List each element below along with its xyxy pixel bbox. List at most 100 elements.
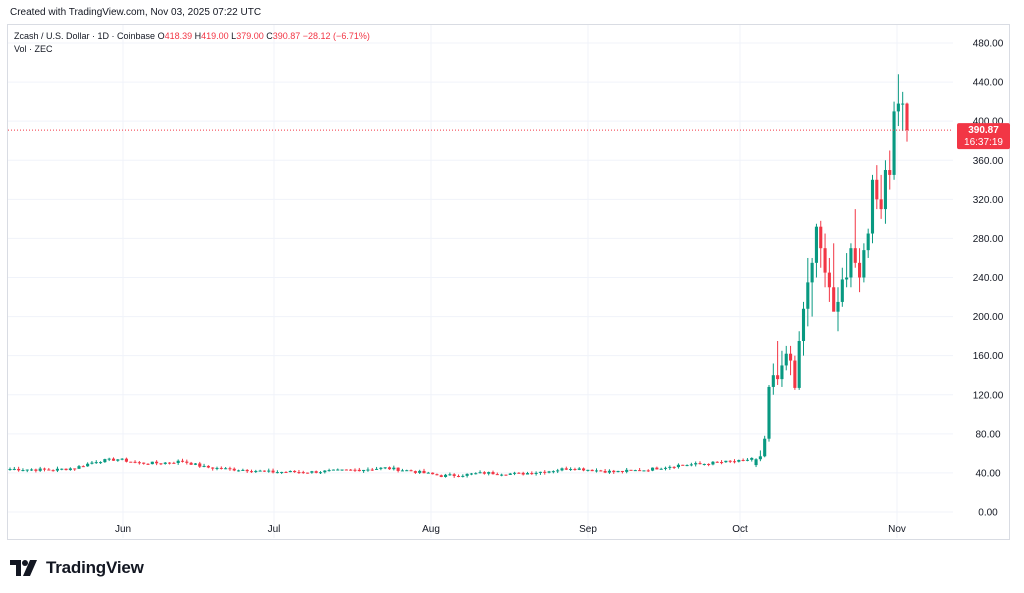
candle[interactable] (237, 469, 241, 472)
candle[interactable] (659, 467, 663, 470)
candle[interactable] (789, 345, 793, 376)
candle[interactable] (547, 470, 551, 474)
candle[interactable] (707, 463, 711, 467)
candle[interactable] (556, 468, 560, 474)
candle[interactable] (159, 463, 163, 466)
candle[interactable] (504, 474, 508, 476)
candle[interactable] (275, 470, 279, 474)
candle[interactable] (73, 468, 77, 471)
candle[interactable] (146, 463, 150, 465)
candle[interactable] (55, 466, 59, 473)
candle[interactable] (349, 468, 353, 471)
candle[interactable] (284, 471, 288, 473)
candle[interactable] (810, 257, 814, 317)
candle[interactable] (491, 470, 495, 475)
candle[interactable] (206, 465, 210, 469)
candle[interactable] (224, 466, 228, 470)
candle[interactable] (569, 467, 573, 471)
candle[interactable] (245, 469, 249, 473)
candle[interactable] (461, 474, 465, 478)
candle[interactable] (375, 466, 379, 470)
candle[interactable] (392, 465, 396, 471)
candle[interactable] (797, 331, 801, 390)
candle[interactable] (456, 474, 461, 478)
candle[interactable] (758, 450, 762, 462)
candle[interactable] (64, 468, 68, 471)
candle[interactable] (34, 468, 38, 473)
candle[interactable] (564, 466, 568, 471)
candle[interactable] (336, 468, 340, 471)
candle[interactable] (819, 220, 823, 268)
candle[interactable] (396, 467, 400, 473)
candle[interactable] (38, 466, 42, 472)
candle[interactable] (573, 467, 577, 471)
candle[interactable] (193, 463, 197, 466)
candle[interactable] (297, 469, 301, 474)
candle[interactable] (474, 472, 478, 475)
candle[interactable] (42, 467, 47, 472)
candle[interactable] (896, 74, 900, 127)
candle[interactable] (120, 458, 124, 461)
candle[interactable] (435, 473, 439, 476)
candle[interactable] (478, 470, 482, 474)
candle[interactable] (301, 470, 305, 474)
candle[interactable] (612, 469, 616, 474)
candle[interactable] (366, 467, 370, 472)
candle[interactable] (81, 465, 85, 468)
candle[interactable] (582, 467, 586, 472)
candle[interactable] (168, 462, 172, 465)
candle[interactable] (724, 460, 728, 463)
candle[interactable] (732, 459, 737, 464)
candle[interactable] (232, 467, 236, 472)
candle[interactable] (599, 469, 603, 472)
candle[interactable] (663, 466, 668, 471)
candle[interactable] (150, 461, 154, 465)
candle[interactable] (90, 461, 94, 465)
candle[interactable] (875, 165, 879, 210)
candle[interactable] (814, 223, 818, 278)
candle[interactable] (99, 461, 103, 464)
candle[interactable] (642, 470, 646, 472)
candle[interactable] (413, 470, 417, 474)
candle[interactable] (185, 459, 189, 465)
candle[interactable] (254, 469, 258, 474)
candle[interactable] (340, 469, 344, 471)
candle[interactable] (370, 467, 374, 471)
candle[interactable] (21, 468, 25, 472)
candle[interactable] (68, 467, 72, 471)
candle[interactable] (551, 470, 555, 474)
candle[interactable] (745, 458, 749, 462)
candle[interactable] (513, 471, 517, 476)
candle[interactable] (439, 474, 443, 478)
candle[interactable] (681, 464, 685, 466)
candle[interactable] (155, 460, 159, 466)
candle[interactable] (646, 469, 650, 472)
candle[interactable] (586, 469, 590, 472)
candle[interactable] (823, 233, 827, 288)
candle[interactable] (655, 466, 659, 470)
candle[interactable] (853, 209, 857, 268)
candle[interactable] (116, 459, 120, 462)
candle[interactable] (258, 469, 262, 472)
candle[interactable] (469, 472, 473, 476)
candle[interactable] (12, 466, 16, 471)
candle[interactable] (452, 473, 456, 478)
candle[interactable] (633, 469, 637, 472)
candle[interactable] (806, 257, 810, 327)
candle[interactable] (590, 469, 594, 472)
candle[interactable] (607, 469, 611, 474)
candle[interactable] (689, 462, 693, 467)
candle[interactable] (500, 473, 504, 477)
candle[interactable] (163, 462, 167, 465)
candle[interactable] (327, 468, 331, 472)
candle[interactable] (426, 471, 430, 474)
candle[interactable] (672, 466, 676, 469)
candle[interactable] (180, 458, 185, 463)
candle[interactable] (720, 460, 724, 465)
candle[interactable] (60, 468, 64, 471)
candle[interactable] (129, 461, 133, 463)
candle[interactable] (870, 174, 875, 244)
candle[interactable] (422, 468, 426, 474)
candle[interactable] (482, 471, 486, 475)
candle[interactable] (845, 253, 849, 288)
